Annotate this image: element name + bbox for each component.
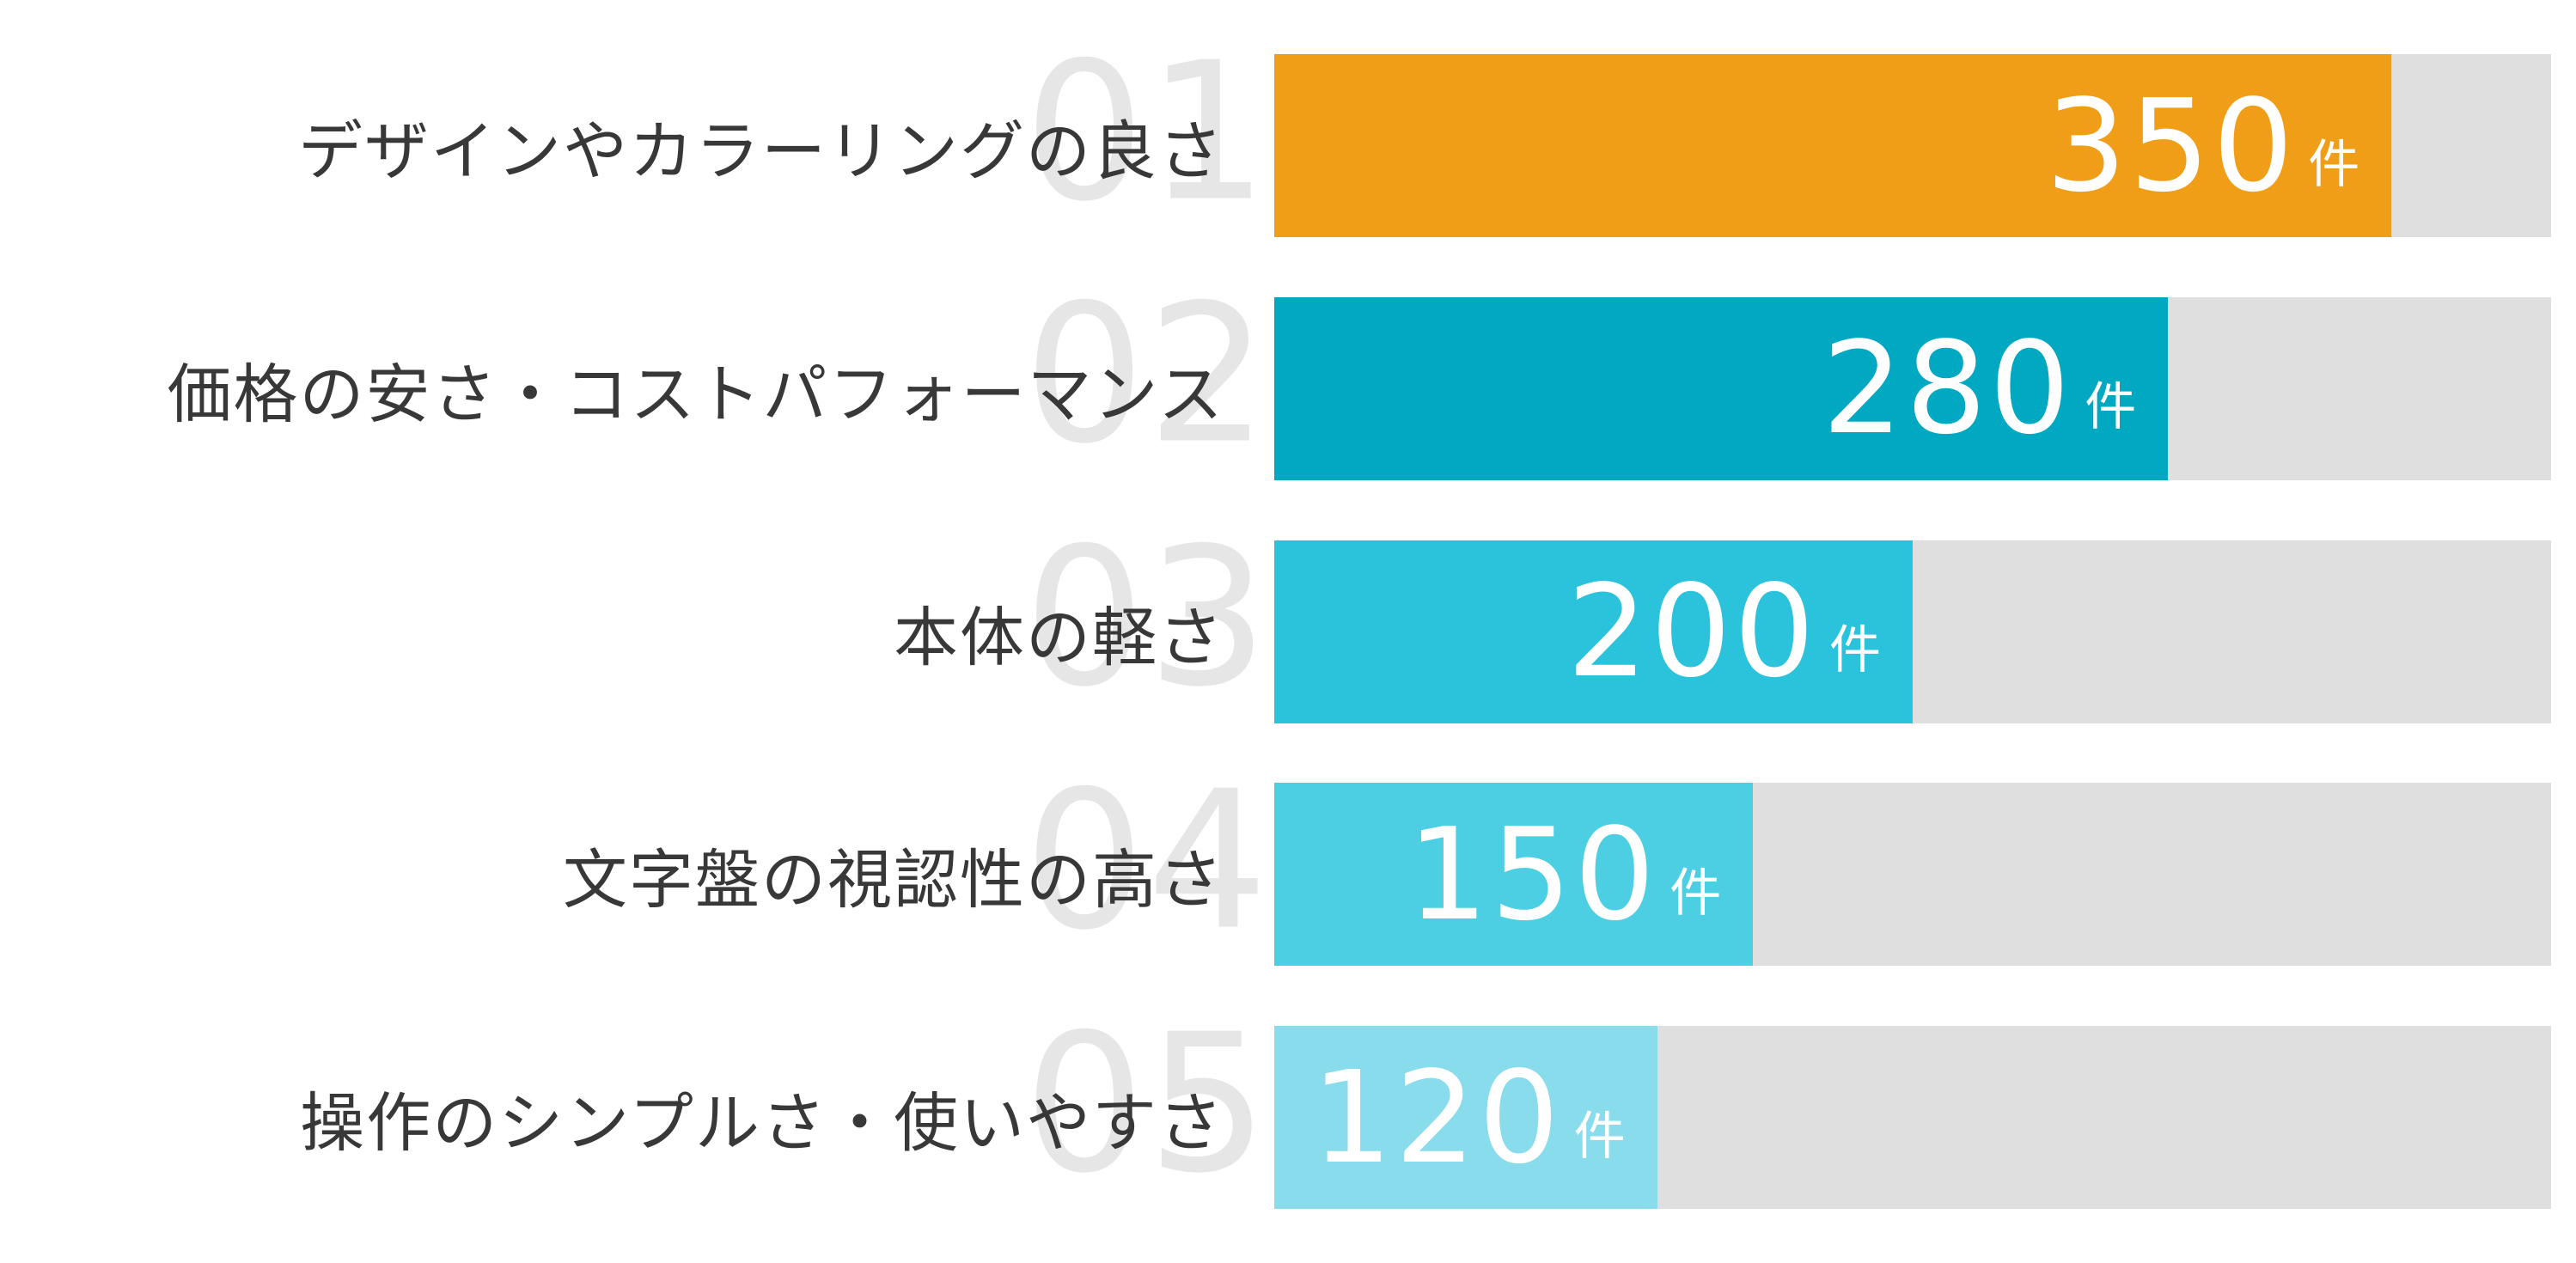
bar-value: 200 bbox=[1566, 558, 1817, 705]
bar-row: 01 デザインやカラーリングの良さ 350 件 bbox=[0, 37, 2576, 237]
rank-number: 01 bbox=[1023, 21, 1270, 243]
bar-unit: 件 bbox=[2308, 134, 2360, 195]
bar-fill: 350 件 bbox=[1274, 54, 2392, 237]
bar-unit: 件 bbox=[1670, 863, 1722, 924]
bar-track: 120 件 bbox=[1274, 1026, 2551, 1209]
bar-value: 350 bbox=[2045, 71, 2297, 220]
bar-fill: 150 件 bbox=[1274, 783, 1754, 967]
rank-number: 02 bbox=[1023, 264, 1270, 486]
category-label: 価格の安さ・コストパフォーマンス bbox=[167, 356, 1224, 432]
category-label: デザインやカラーリングの良さ bbox=[297, 113, 1224, 189]
rank-number: 05 bbox=[1023, 992, 1270, 1215]
rank-number: 03 bbox=[1023, 507, 1270, 729]
bar-unit: 件 bbox=[2085, 377, 2137, 438]
category-label: 本体の軽さ bbox=[893, 599, 1224, 675]
bar-unit: 件 bbox=[1573, 1106, 1626, 1167]
category-label: 文字盤の視認性の高さ bbox=[562, 842, 1224, 918]
bar-row: 02 価格の安さ・コストパフォーマンス 280 件 bbox=[0, 280, 2576, 480]
bar-fill: 120 件 bbox=[1274, 1026, 1657, 1209]
rank-number: 04 bbox=[1023, 750, 1270, 973]
bar-fill: 200 件 bbox=[1274, 540, 1913, 723]
bar-row: 03 本体の軽さ 200 件 bbox=[0, 522, 2576, 723]
bar-value: 280 bbox=[1822, 314, 2073, 463]
bar-unit: 件 bbox=[1829, 620, 1881, 680]
bar-row: 04 文字盤の視認性の高さ 150 件 bbox=[0, 766, 2576, 967]
bar-row: 05 操作のシンプルさ・使いやすさ 120 件 bbox=[0, 1009, 2576, 1209]
bar-value: 120 bbox=[1311, 1043, 1562, 1192]
bar-track: 350 件 bbox=[1274, 54, 2551, 237]
bar-track: 280 件 bbox=[1274, 296, 2551, 480]
bar-track: 150 件 bbox=[1274, 783, 2551, 967]
bar-fill: 280 件 bbox=[1274, 296, 2169, 480]
category-label: 操作のシンプルさ・使いやすさ bbox=[300, 1085, 1224, 1161]
bar-value: 150 bbox=[1407, 800, 1658, 949]
bar-track: 200 件 bbox=[1274, 540, 2551, 723]
